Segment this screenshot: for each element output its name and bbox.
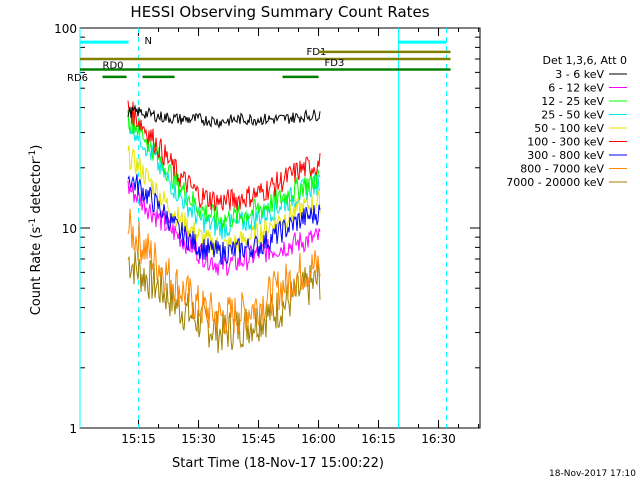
chart-title: HESSI Observing Summary Count Rates	[130, 3, 429, 21]
x-tick-label: 15:15	[121, 432, 156, 446]
legend-label: 800 - 7000 keV	[520, 163, 604, 176]
legend-label: 12 - 25 keV	[541, 95, 604, 108]
y-axis-label-main: Count Rate (s	[29, 227, 44, 316]
plot-frame	[79, 27, 481, 429]
legend-label: 100 - 300 keV	[527, 136, 604, 149]
legend-label: 25 - 50 keV	[541, 109, 604, 122]
y-axis-label-sup2: -1	[28, 150, 38, 159]
legend-label: 3 - 6 keV	[555, 68, 604, 81]
y-tick-label: 100	[54, 22, 77, 36]
series-line	[127, 104, 321, 129]
x-tick-label: 16:30	[421, 432, 456, 446]
legend-header: Det 1,3,6, Att 0	[543, 54, 627, 67]
x-axis-label: Start Time (18-Nov-17 15:00:22)	[172, 456, 384, 471]
series-line	[127, 145, 321, 257]
series-line	[127, 250, 321, 354]
y-axis-label-mid: detector	[29, 158, 44, 218]
rd0-label: RD0	[103, 61, 124, 72]
legend-label: 300 - 800 keV	[527, 149, 604, 162]
x-tick-label: 16:00	[301, 432, 336, 446]
x-tick-label: 15:30	[181, 432, 216, 446]
series-line	[127, 174, 321, 265]
series-layer	[127, 100, 321, 354]
fd1-label: FD1	[307, 47, 327, 58]
x-tick-label: 16:15	[361, 432, 396, 446]
legend-label: 7000 - 20000 keV	[506, 176, 604, 189]
legend-label: 6 - 12 keV	[548, 82, 604, 95]
legend-label: 50 - 100 keV	[534, 122, 604, 135]
y-axis-label-sup1: -1	[28, 218, 38, 227]
y-axis-label-end: )	[29, 145, 44, 150]
series-line	[127, 208, 321, 335]
date-stamp: 18-Nov-2017 17:10	[549, 469, 636, 479]
y-tick-label: 10	[62, 222, 77, 236]
x-tick-label: 15:45	[241, 432, 276, 446]
vertical-markers	[79, 28, 448, 428]
fd3-label: FD3	[325, 58, 345, 69]
series-line	[127, 109, 321, 230]
y-axis-label: Count Rate (s-1 detector-1)	[28, 145, 44, 316]
series-line	[127, 100, 321, 212]
night-label: N	[145, 36, 152, 47]
rd6-label: RD6	[67, 73, 88, 84]
y-tick-label: 1	[69, 422, 77, 436]
